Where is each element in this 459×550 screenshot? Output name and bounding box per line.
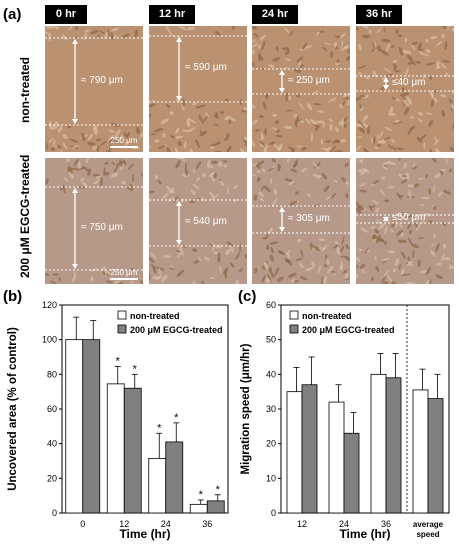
- time-header: 24 hr: [252, 5, 298, 24]
- significance-marker: *: [157, 422, 162, 434]
- bar: [189, 503, 208, 514]
- bar: [385, 377, 402, 514]
- x-tick-label: 12: [119, 519, 129, 529]
- bar: [148, 457, 167, 514]
- x-tick-label: 24: [339, 519, 349, 529]
- bar: [328, 401, 345, 514]
- y-axis-label: Migration speed (μm/hr): [240, 343, 252, 474]
- significance-marker: *: [116, 356, 121, 368]
- x-tick-label: 12: [297, 519, 307, 529]
- bar: [106, 383, 125, 514]
- row-label: 200 μM EGCG-treated: [18, 154, 32, 278]
- time-header: 36 hr: [356, 5, 402, 24]
- panel-b-label: (b): [3, 288, 23, 305]
- y-tick-label: 0: [52, 508, 57, 518]
- significance-marker: *: [133, 363, 138, 375]
- gap-width-label: ≈ 305 μm: [288, 212, 330, 224]
- legend-label: 200 μM EGCG-treated: [302, 325, 395, 335]
- time-header: 12 hr: [149, 5, 195, 24]
- gap-width-label: ≈ 540 μm: [185, 216, 227, 227]
- y-tick-label: 80: [47, 369, 57, 379]
- scale-bar: 250 μm: [109, 136, 139, 148]
- y-axis-label: Uncovered area (% of control): [7, 327, 19, 491]
- gap-width-label: ≤40 μm: [392, 76, 426, 88]
- y-tick-label: 60: [47, 404, 57, 414]
- significance-marker: *: [199, 489, 204, 501]
- chart-c-migration-speed: 0 10 20 30 40 50 60 Migration speed (μm/hr) Time…: [240, 300, 450, 541]
- bar: [370, 373, 387, 514]
- bar: [165, 441, 184, 514]
- legend-swatch: [289, 310, 299, 320]
- legend-swatch: [117, 324, 127, 334]
- gap-width-label: ≈ 750 μm: [81, 221, 123, 233]
- micrograph: ≤50 μm: [356, 158, 454, 284]
- bar: [82, 339, 101, 514]
- y-tick-label: 20: [47, 473, 57, 483]
- micrograph: ≈ 590 μm: [149, 26, 247, 152]
- micrograph: ≈ 250 μm: [252, 26, 350, 152]
- micrograph: ≤40 μm: [356, 26, 454, 152]
- row-label: non-treated: [18, 57, 32, 123]
- gap-width-label: ≈ 590 μm: [185, 62, 227, 73]
- x-axis-label: Time (hr): [339, 527, 390, 541]
- bar: [286, 391, 303, 514]
- x-tick-label: speed: [416, 530, 439, 539]
- y-tick-label: 60: [266, 300, 276, 310]
- y-tick-label: 0: [271, 508, 276, 518]
- y-tick-label: 100: [42, 335, 57, 345]
- panel-c-label: (c): [238, 288, 257, 305]
- bar: [412, 389, 429, 514]
- y-tick-label: 50: [266, 335, 276, 345]
- scale-bar-line: [110, 146, 138, 148]
- y-tick-label: 20: [266, 439, 276, 449]
- significance-marker: *: [216, 484, 221, 496]
- legend-label: non-treated: [302, 311, 352, 321]
- y-tick-label: 30: [266, 404, 276, 414]
- y-tick-label: 40: [266, 369, 276, 379]
- legend-label: 200 μM EGCG-treated: [130, 325, 223, 335]
- bar: [301, 384, 318, 514]
- significance-marker: *: [174, 412, 179, 424]
- bar: [427, 398, 444, 514]
- bar: [65, 339, 84, 514]
- x-axis-label: Time (hr): [119, 527, 170, 541]
- gap-width-label: ≈ 250 μm: [288, 74, 330, 86]
- y-tick-label: 40: [47, 439, 57, 449]
- gap-width-label: ≤50 μm: [392, 212, 426, 223]
- time-header: 0 hr: [45, 5, 87, 24]
- legend-label: non-treated: [130, 311, 180, 321]
- x-tick-label: 0: [80, 519, 85, 529]
- micrograph: ≈ 750 μm 250 μm: [45, 158, 143, 284]
- legend-swatch: [117, 310, 127, 320]
- bar: [123, 387, 142, 514]
- y-tick-label: 10: [266, 473, 276, 483]
- micrograph: ≈ 540 μm: [149, 158, 247, 284]
- scale-bar-line: [110, 278, 138, 280]
- x-tick-label: 24: [161, 519, 171, 529]
- y-tick-label: 120: [42, 300, 57, 310]
- micrograph: ≈ 305 μm: [252, 158, 350, 284]
- scale-bar: 250 μm: [109, 268, 139, 280]
- micrograph: ≈ 790 μm 250 μm: [45, 26, 143, 152]
- legend-swatch: [289, 324, 299, 334]
- x-tick-label: average: [413, 520, 444, 529]
- gap-width-label: ≈ 790 μm: [81, 74, 123, 86]
- x-tick-label: 36: [381, 519, 391, 529]
- bar: [206, 500, 225, 514]
- bar: [343, 432, 360, 514]
- panel-a-label: (a): [3, 6, 22, 23]
- x-tick-label: 36: [202, 519, 212, 529]
